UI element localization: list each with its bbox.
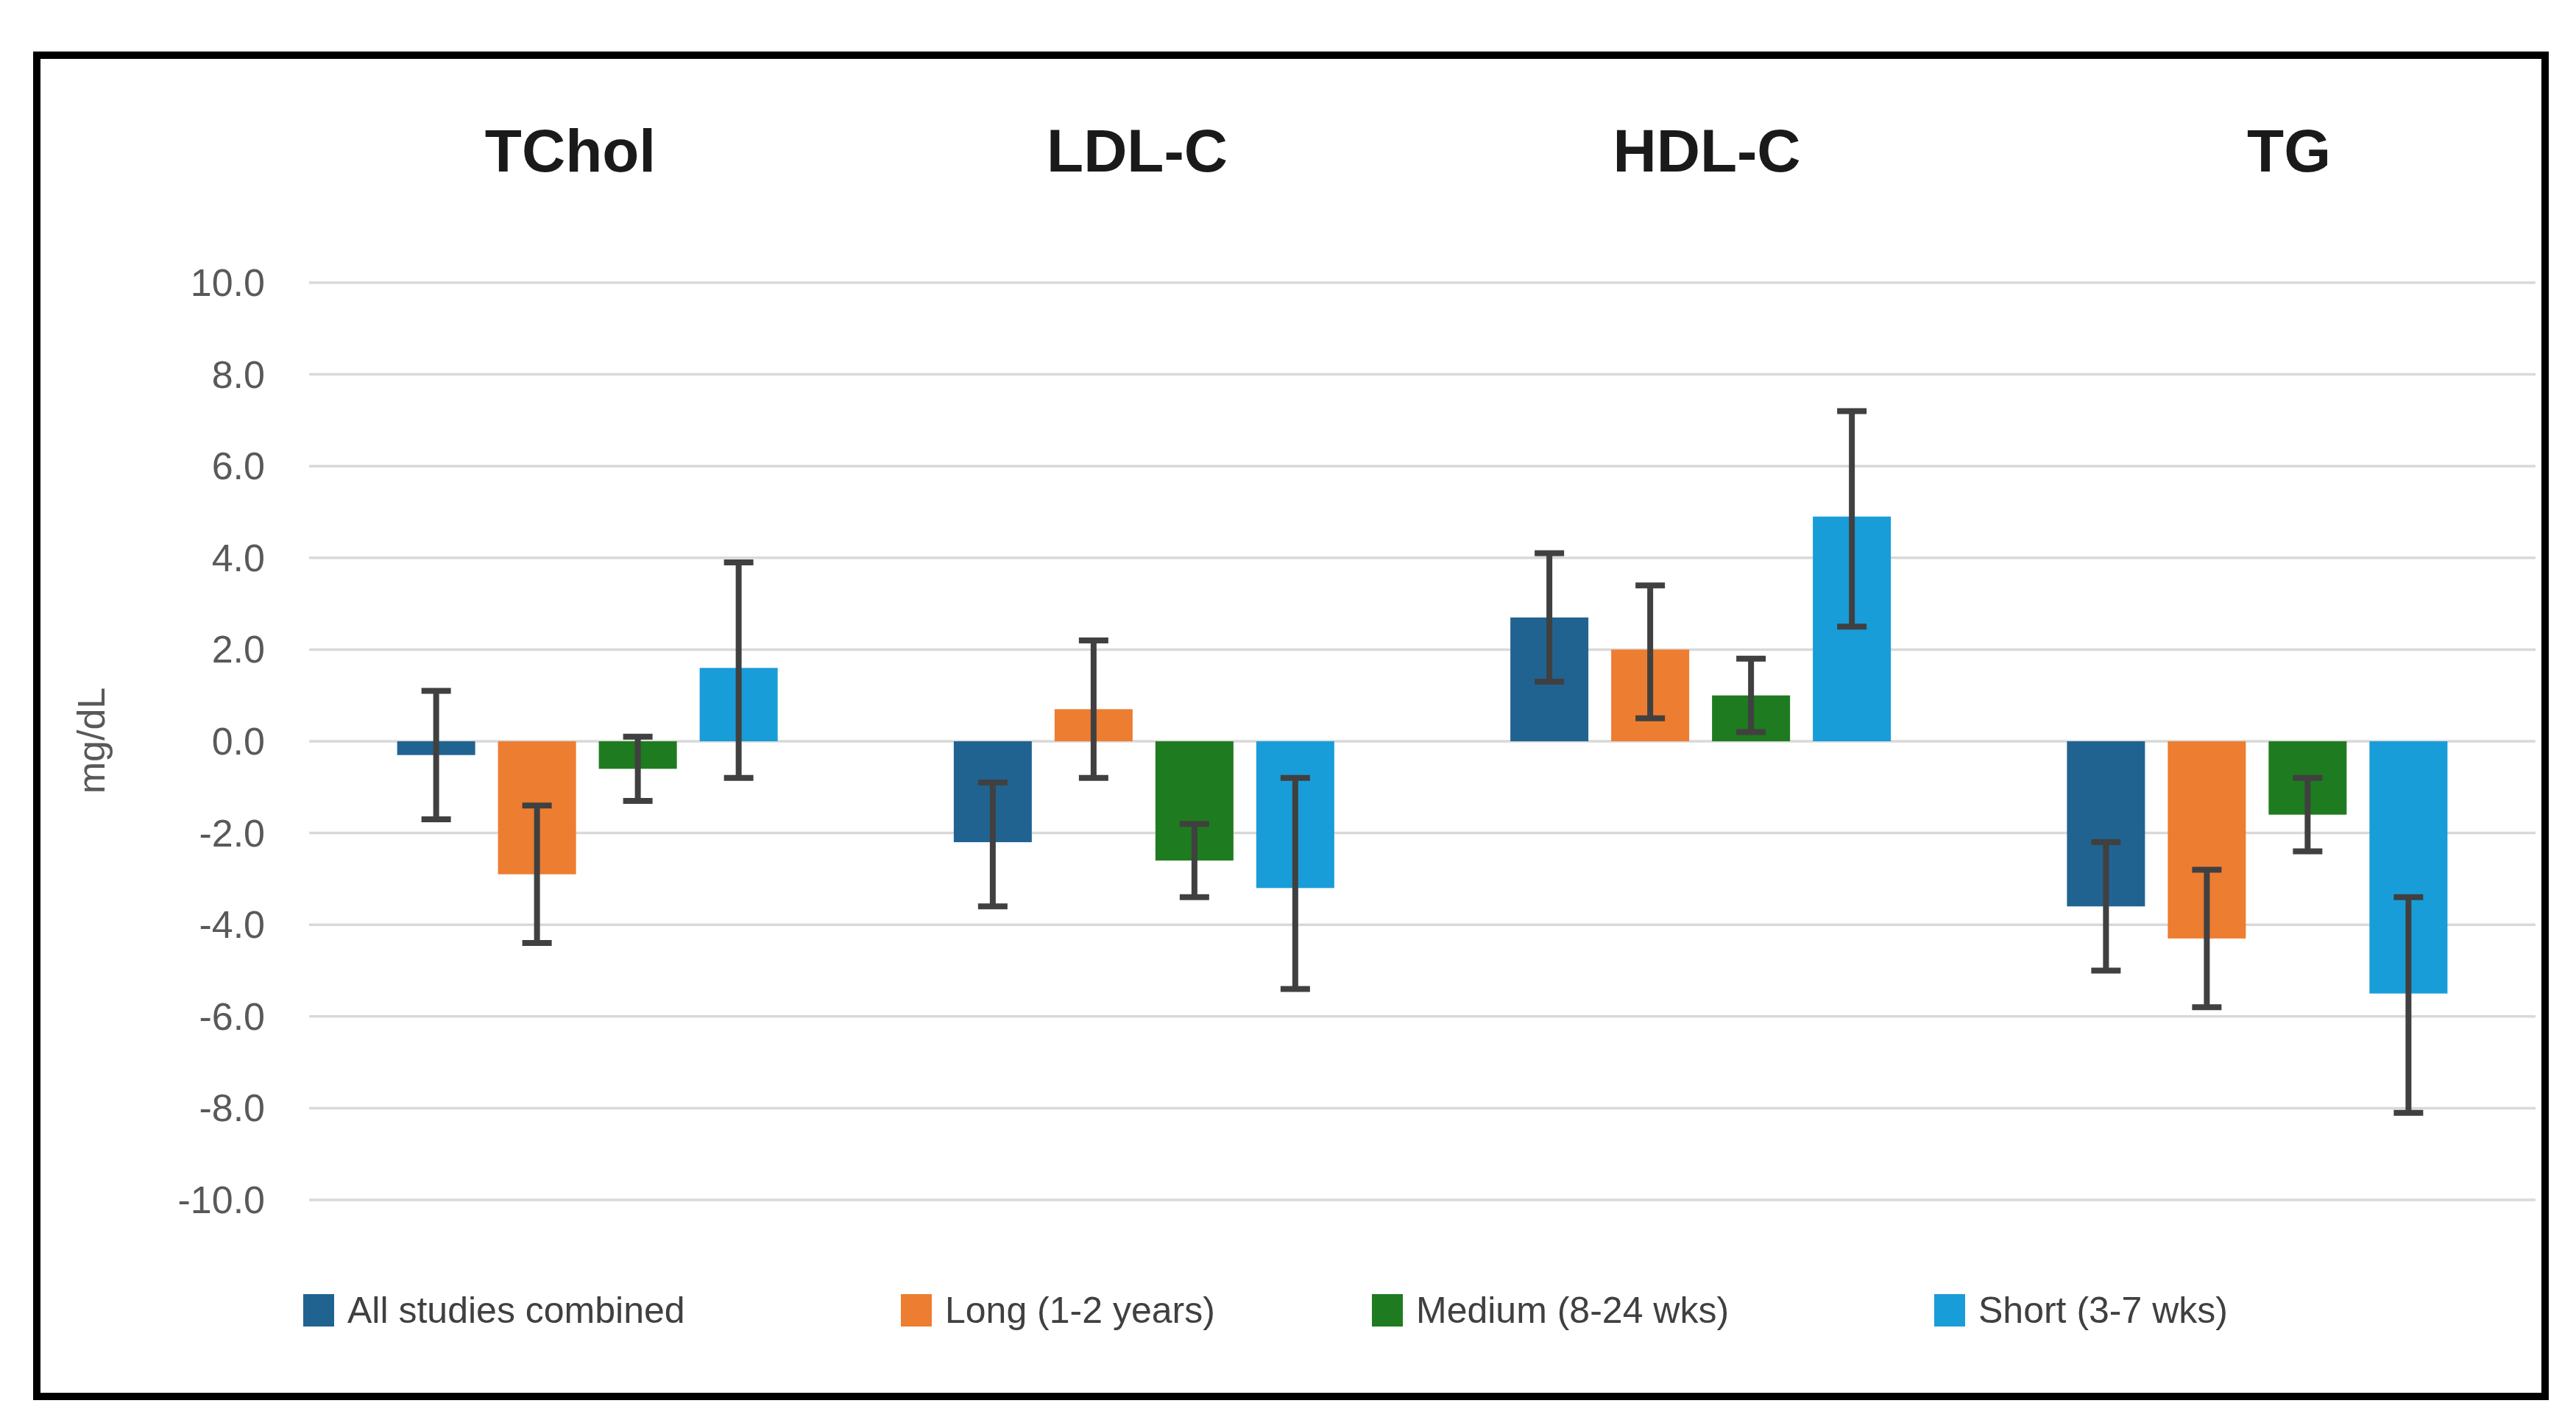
legend-swatch [1934, 1294, 1965, 1327]
legend-swatch [901, 1294, 932, 1327]
legend-label: Medium (8-24 wks) [1416, 1289, 1729, 1332]
bar-chart-plot-area [0, 0, 2576, 1420]
category-header-tg: TG [2247, 116, 2331, 186]
y-tick-label: -4.0 [44, 902, 265, 947]
legend-item: Long (1-2 years) [901, 1288, 1215, 1332]
y-tick-label: -6.0 [44, 995, 265, 1039]
legend-item: Short (3-7 wks) [1934, 1288, 2228, 1332]
y-tick-label: 6.0 [44, 444, 265, 488]
y-tick-label: 4.0 [44, 536, 265, 580]
legend-label: All studies combined [347, 1289, 685, 1332]
y-tick-label: 10.0 [44, 261, 265, 305]
legend-label: Long (1-2 years) [945, 1289, 1215, 1332]
category-header-ldl-c: LDL-C [1047, 116, 1228, 186]
legend-swatch [1372, 1294, 1403, 1327]
y-tick-label: -2.0 [44, 811, 265, 855]
legend-label: Short (3-7 wks) [1978, 1289, 2228, 1332]
category-header-hdl-c: HDL-C [1613, 116, 1800, 186]
y-tick-label: -8.0 [44, 1086, 265, 1130]
y-tick-label: 8.0 [44, 353, 265, 397]
legend-item: All studies combined [303, 1288, 685, 1332]
y-tick-label: -10.0 [44, 1178, 265, 1222]
legend-swatch [303, 1294, 334, 1327]
category-header-tchol: TChol [485, 116, 656, 186]
legend-item: Medium (8-24 wks) [1372, 1288, 1729, 1332]
y-tick-label: 2.0 [44, 627, 265, 671]
y-tick-label: 0.0 [44, 719, 265, 763]
